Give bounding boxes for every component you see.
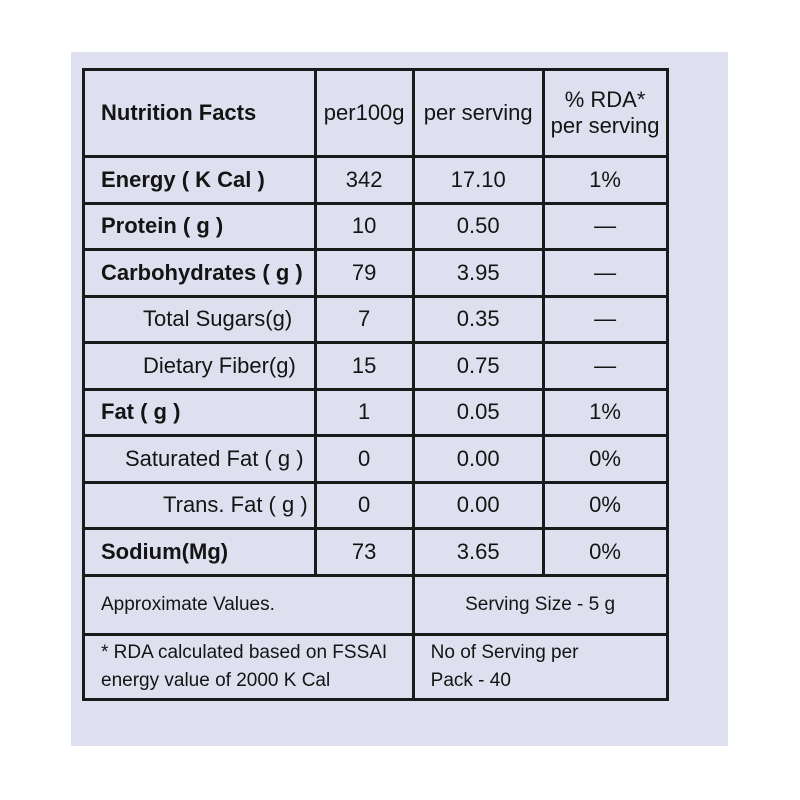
nutrient-per100g: 79 xyxy=(313,248,415,298)
nutrient-per-serving: 0.50 xyxy=(411,201,545,251)
nutrient-row-saturated-fat: Saturated Fat ( g ) 0 0.00 0% xyxy=(82,434,669,484)
footer-row-rda: * RDA calculated based on FSSAI energy v… xyxy=(82,632,669,701)
nutrient-per-serving: 0.00 xyxy=(411,480,545,530)
header-per100g: per100g xyxy=(313,68,415,158)
nutrient-row-energy: Energy ( K Cal ) 342 17.10 1% xyxy=(82,155,669,205)
nutrient-rda: — xyxy=(541,201,669,251)
nutrient-per-serving: 3.95 xyxy=(411,248,545,298)
nutrient-rda: 1% xyxy=(541,387,669,437)
nutrient-name: Trans. Fat ( g ) xyxy=(82,480,317,530)
nutrient-row-total-sugars: Total Sugars(g) 7 0.35 — xyxy=(82,294,669,344)
nutrient-name: Protein ( g ) xyxy=(82,201,317,251)
nutrient-per-serving: 3.65 xyxy=(411,527,545,577)
nutrient-row-trans-fat: Trans. Fat ( g ) 0 0.00 0% xyxy=(82,480,669,530)
nutrient-row-sodium: Sodium(Mg) 73 3.65 0% xyxy=(82,527,669,577)
serving-size: Serving Size - 5 g xyxy=(411,573,669,636)
nutrient-per100g: 342 xyxy=(313,155,415,205)
approximate-values-note: Approximate Values. xyxy=(82,573,415,636)
nutrient-row-dietary-fiber: Dietary Fiber(g) 15 0.75 — xyxy=(82,341,669,391)
nutrient-row-protein: Protein ( g ) 10 0.50 — xyxy=(82,201,669,251)
nutrient-name: Saturated Fat ( g ) xyxy=(82,434,317,484)
nutrient-per-serving: 0.75 xyxy=(411,341,545,391)
nutrient-rda: — xyxy=(541,294,669,344)
nutrient-name: Dietary Fiber(g) xyxy=(82,341,317,391)
nutrient-per100g: 15 xyxy=(313,341,415,391)
rda-footnote: * RDA calculated based on FSSAI energy v… xyxy=(82,632,415,701)
nutrient-name: Total Sugars(g) xyxy=(82,294,317,344)
nutrient-rda: 0% xyxy=(541,527,669,577)
nutrient-per100g: 73 xyxy=(313,527,415,577)
rda-footnote-line1: * RDA calculated based on FSSAI xyxy=(101,641,388,663)
nutrient-row-fat: Fat ( g ) 1 0.05 1% xyxy=(82,387,669,437)
nutrient-rda: 0% xyxy=(541,434,669,484)
nutrient-per100g: 7 xyxy=(313,294,415,344)
servings-per-pack-line1: No of Serving per xyxy=(430,641,579,663)
servings-per-pack: No of Serving per Pack - 40 xyxy=(411,632,669,701)
nutrient-per100g: 1 xyxy=(313,387,415,437)
nutrient-rda: 0% xyxy=(541,480,669,530)
nutrient-per100g: 0 xyxy=(313,434,415,484)
nutrient-per-serving: 0.00 xyxy=(411,434,545,484)
footer-row-approx: Approximate Values. Serving Size - 5 g xyxy=(82,573,669,636)
nutrient-name: Energy ( K Cal ) xyxy=(82,155,317,205)
nutrient-per100g: 10 xyxy=(313,201,415,251)
nutrient-name: Carbohydrates ( g ) xyxy=(82,248,317,298)
rda-footnote-line2: energy value of 2000 K Cal xyxy=(101,669,331,691)
nutrient-rda: 1% xyxy=(541,155,669,205)
nutrient-per-serving: 0.35 xyxy=(411,294,545,344)
servings-per-pack-line2: Pack - 40 xyxy=(430,669,511,691)
header-per-serving: per serving xyxy=(411,68,545,158)
header-rda-line1: % RDA* xyxy=(564,87,646,112)
header-rda: % RDA* per serving xyxy=(541,68,669,158)
nutrient-per100g: 0 xyxy=(313,480,415,530)
nutrient-name: Fat ( g ) xyxy=(82,387,317,437)
table-title: Nutrition Facts xyxy=(82,68,317,158)
nutrient-name: Sodium(Mg) xyxy=(82,527,317,577)
header-row: Nutrition Facts per100g per serving % RD… xyxy=(82,68,669,158)
nutrient-row-carbohydrates: Carbohydrates ( g ) 79 3.95 — xyxy=(82,248,669,298)
nutrition-facts-table: Nutrition Facts per100g per serving % RD… xyxy=(82,68,669,701)
nutrient-per-serving: 17.10 xyxy=(411,155,545,205)
header-rda-line2: per serving xyxy=(550,113,660,138)
nutrient-per-serving: 0.05 xyxy=(411,387,545,437)
nutrient-rda: — xyxy=(541,341,669,391)
nutrient-rda: — xyxy=(541,248,669,298)
